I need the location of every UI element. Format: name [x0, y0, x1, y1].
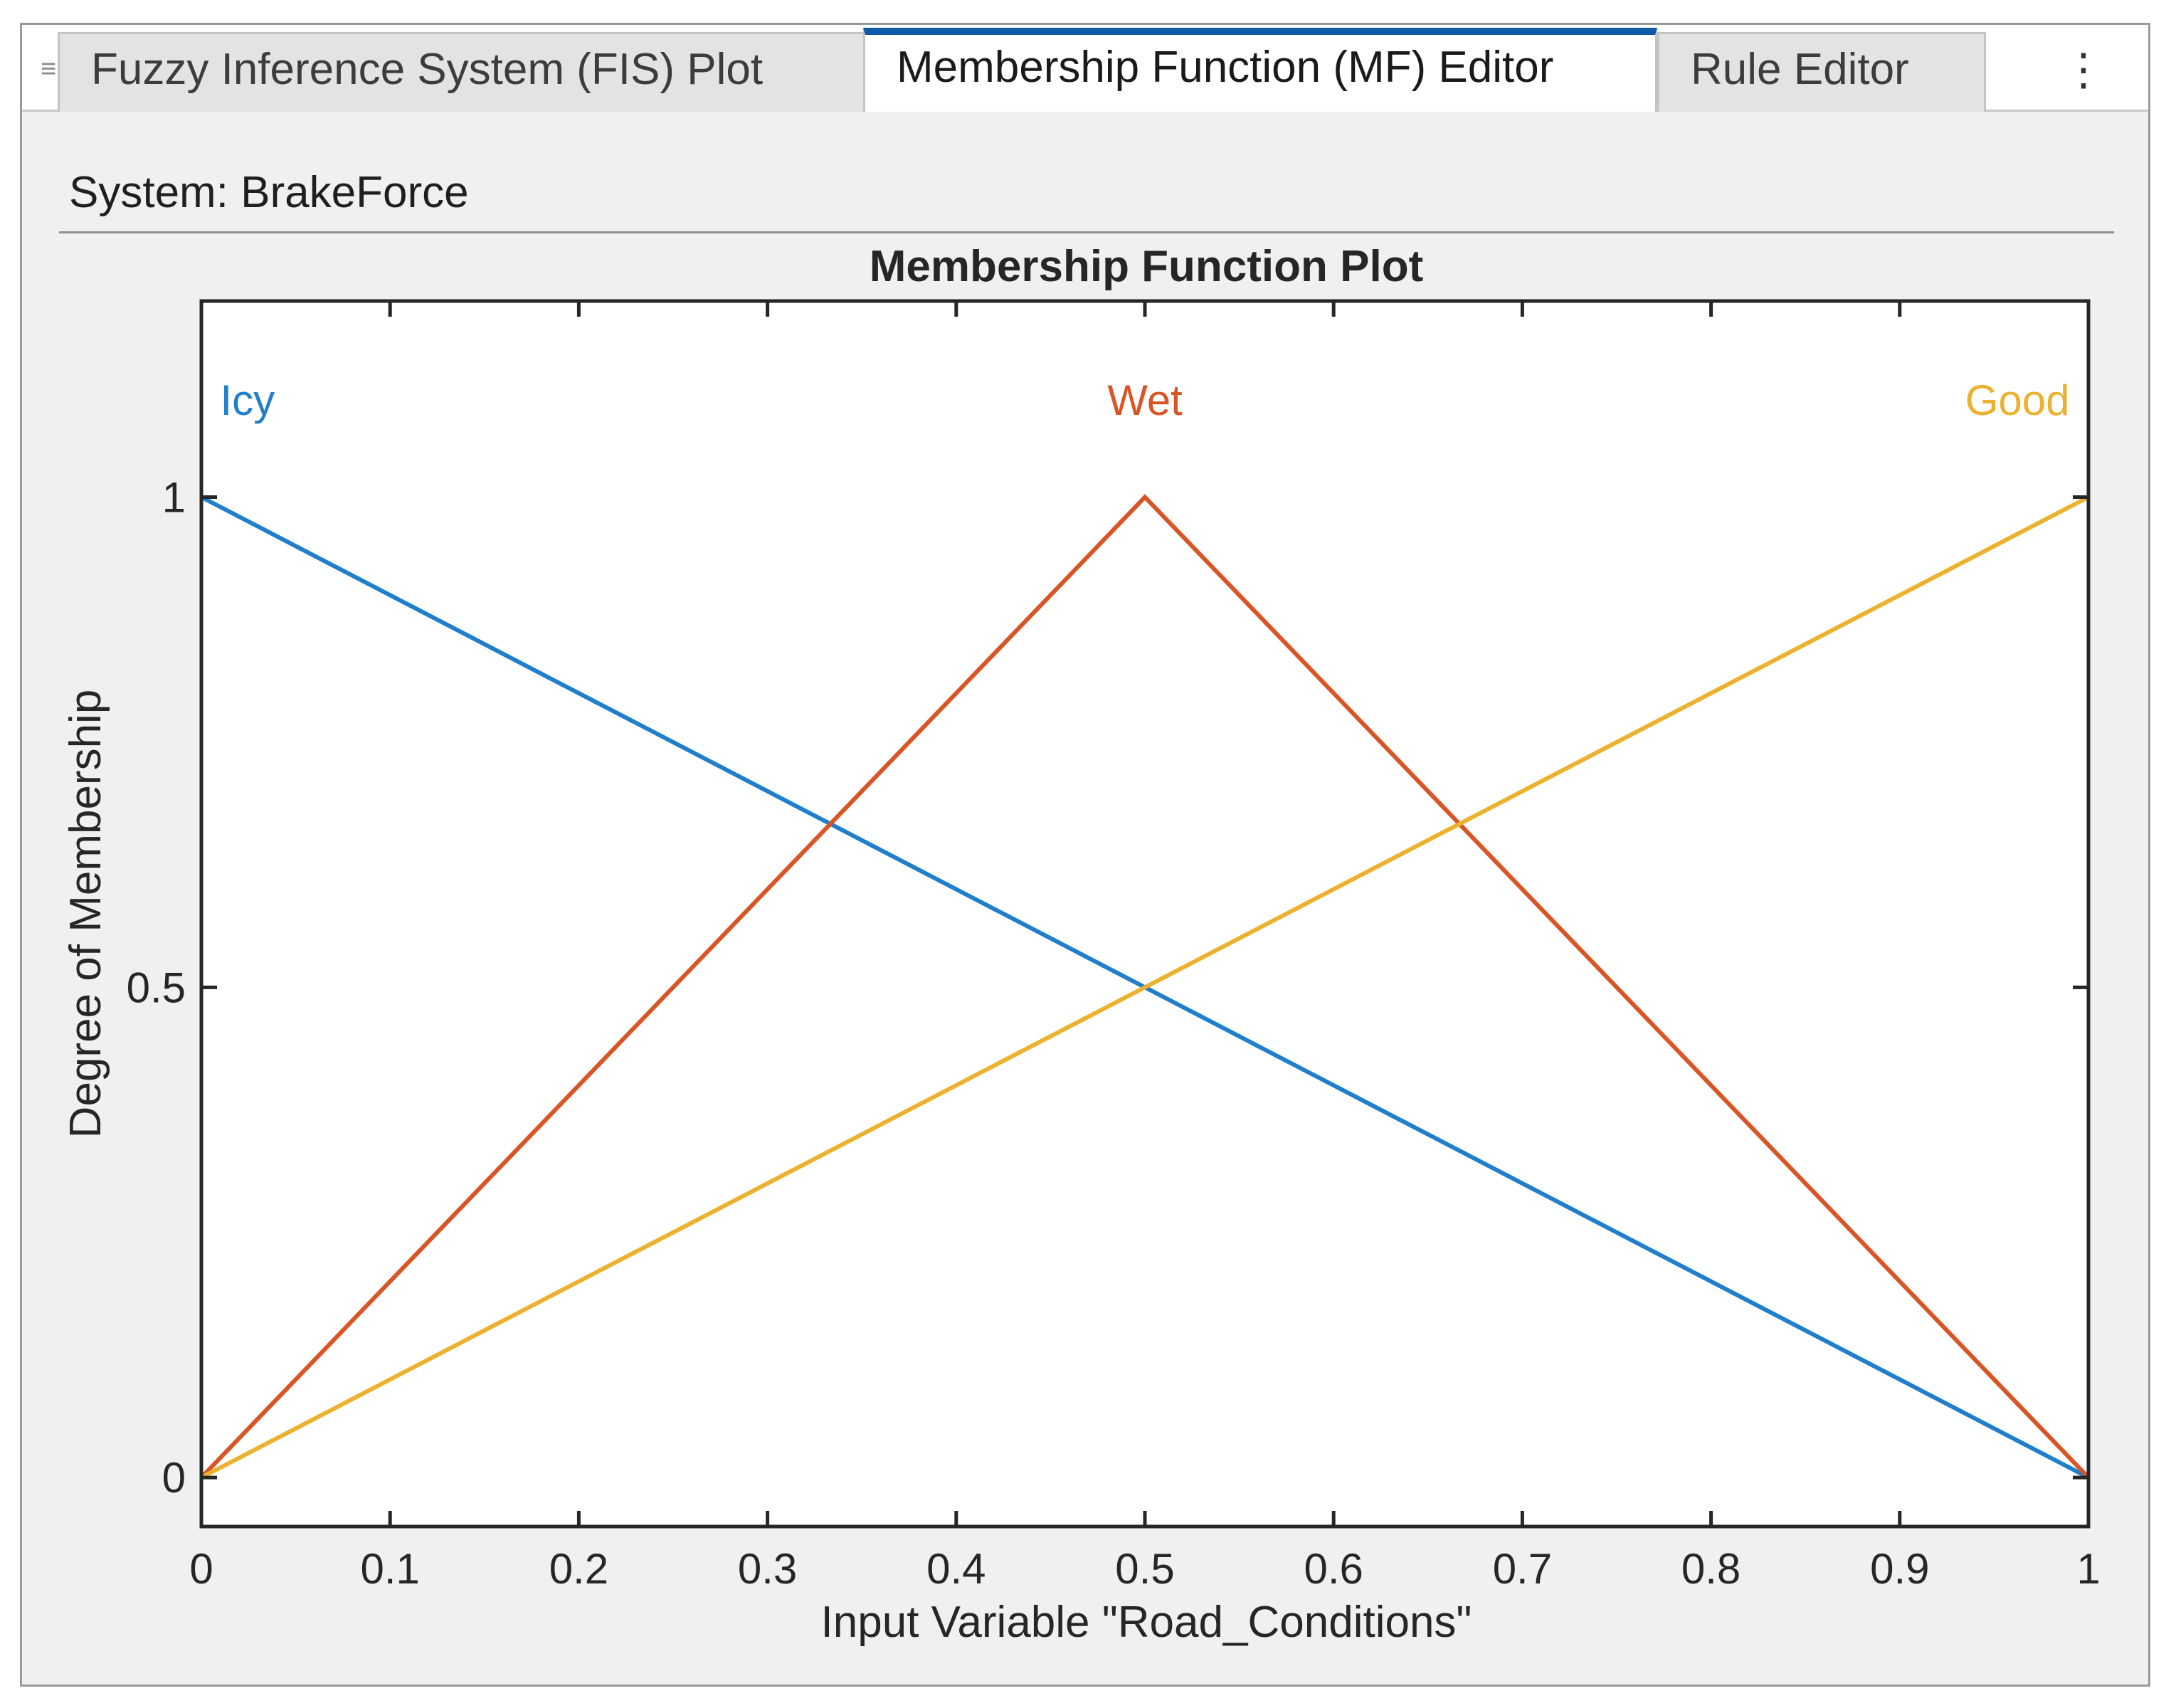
y-tick-label: 0: [162, 1454, 186, 1502]
x-tick-label: 1: [2076, 1545, 2100, 1593]
system-name-label: System: BrakeForce: [69, 168, 469, 217]
x-axis-label: Input Variable "Road_Conditions": [821, 1598, 1472, 1647]
x-tick-label: 0.7: [1493, 1545, 1552, 1593]
y-tick-label: 0.5: [127, 964, 186, 1011]
x-tick-label: 0.2: [549, 1545, 608, 1593]
tick-layer: 0 0.1 0.2 0.3 0.4 0.5 0.6 0.7 0.8 0.9 1 0 0.5 1: [127, 301, 2101, 1593]
y-tick-label: 1: [162, 474, 186, 522]
membership-function-plot[interactable]: Membership Function Plot Icy Wet Good 0 0.1…: [22, 25, 2152, 1689]
x-tick-label: 0.6: [1304, 1545, 1363, 1593]
mf-line-wet[interactable]: [199, 494, 2091, 1480]
tab-rule-editor[interactable]: Rule Editor: [1657, 32, 1986, 112]
tab-mf-editor[interactable]: Membership Function (MF) Editor: [863, 28, 1657, 112]
more-options-icon[interactable]: ⋮: [2061, 46, 2106, 95]
series-layer: [199, 494, 2091, 1480]
x-tick-label: 0.8: [1681, 1545, 1741, 1593]
tab-fis-plot[interactable]: Fuzzy Inference System (FIS) Plot: [58, 32, 886, 112]
mf-label-wet: Wet: [1107, 376, 1183, 424]
mf-label-icy: Icy: [221, 376, 275, 424]
plot-title: Membership Function Plot: [870, 242, 1423, 291]
divider: [59, 231, 2114, 233]
plot-axes-area[interactable]: [201, 301, 2088, 1527]
x-tick-label: 0.9: [1870, 1545, 1929, 1593]
x-tick-label: 0.3: [738, 1545, 797, 1593]
x-tick-label: 0.5: [1115, 1545, 1174, 1593]
x-tick-label: 0: [189, 1545, 213, 1593]
x-tick-label: 0.4: [926, 1545, 986, 1593]
drag-grip-icon[interactable]: ≡: [41, 54, 57, 84]
y-axis-label: Degree of Membership: [61, 690, 110, 1139]
x-tick-label: 0.1: [360, 1545, 419, 1593]
mf-line-good[interactable]: [200, 495, 2090, 1480]
tab-bar: ≡ Fuzzy Inference System (FIS) Plot Rule…: [22, 25, 2148, 112]
mf-editor-window: ≡ Fuzzy Inference System (FIS) Plot Rule…: [20, 23, 2150, 1687]
mf-label-good: Good: [1965, 376, 2070, 424]
series-label-layer: Icy Wet Good: [221, 376, 2070, 424]
